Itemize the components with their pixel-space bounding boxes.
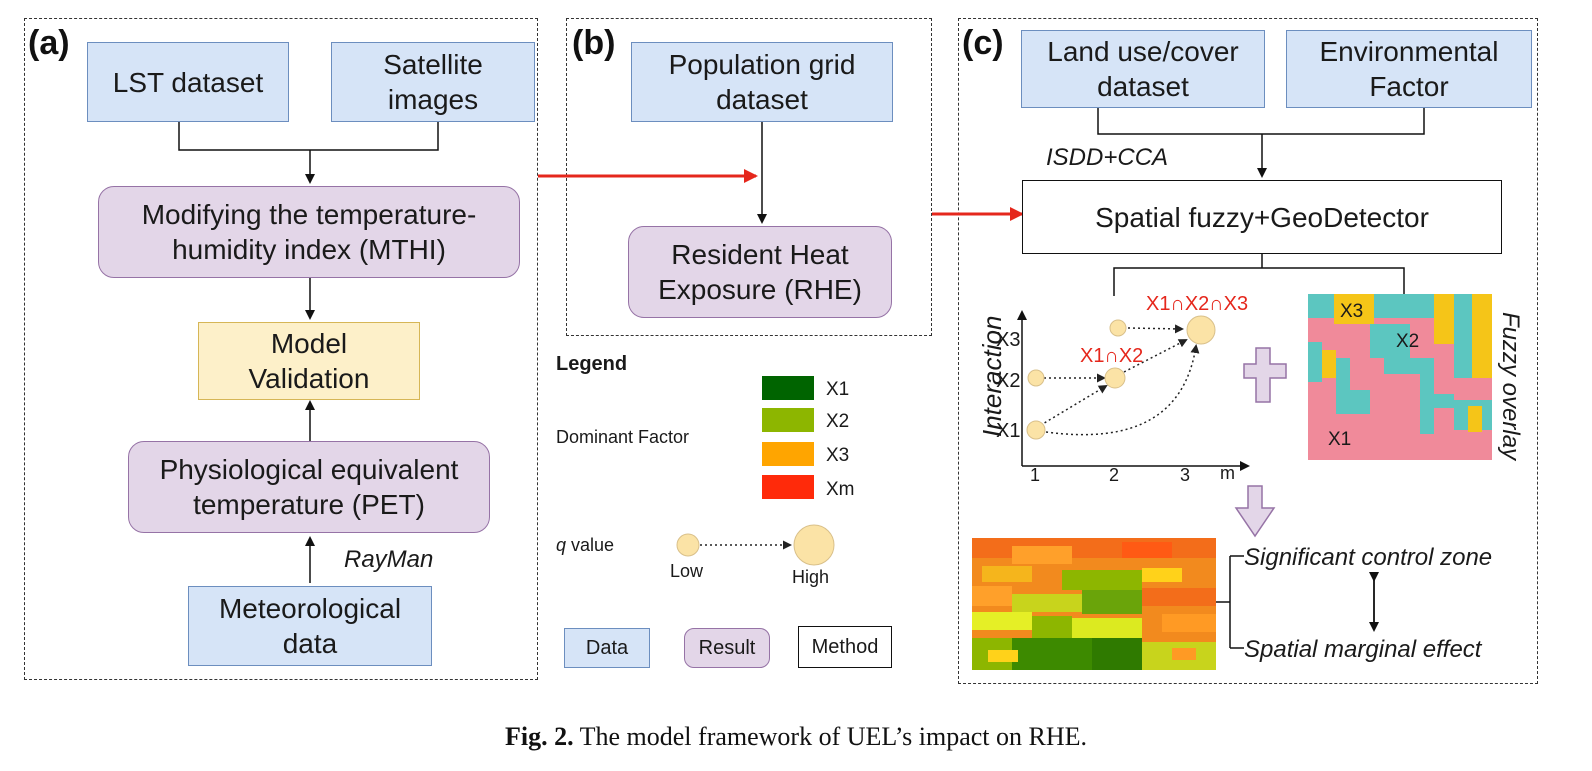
panel-a bbox=[24, 18, 538, 680]
q-low-label: Low bbox=[670, 561, 704, 581]
y-tick-x3: X3 bbox=[996, 329, 1021, 351]
legend-label-x2: X2 bbox=[826, 411, 850, 432]
satellite-images-box: Satellite images bbox=[331, 42, 535, 122]
x1x2-label: X1∩X2 bbox=[1080, 345, 1144, 367]
bracket-line bbox=[1216, 555, 1244, 649]
spatial-fuzzy-geodetector-box: Spatial fuzzy+GeoDetector bbox=[1022, 180, 1502, 254]
grid-label-x2: X2 bbox=[1396, 331, 1420, 352]
q-value-label: q value bbox=[556, 536, 614, 554]
x-tick-3: 3 bbox=[1180, 465, 1191, 485]
q-value-italic: q bbox=[556, 535, 567, 555]
grid-label-x3: X3 bbox=[1340, 301, 1364, 322]
pet-box: Physiological equivalent temperature (PE… bbox=[128, 441, 490, 533]
x-tick-1: 1 bbox=[1030, 465, 1041, 485]
figure-caption: Fig. 2. The model framework of UEL’s imp… bbox=[0, 722, 1592, 752]
panel-c bbox=[958, 18, 1538, 684]
meteorological-data-box: Meteorological data bbox=[188, 586, 432, 666]
q-high-label: High bbox=[792, 567, 830, 587]
population-grid-box: Population grid dataset bbox=[631, 42, 893, 122]
q-high-node bbox=[793, 524, 835, 566]
split-line-c bbox=[1113, 267, 1405, 296]
merge-line-c bbox=[1097, 108, 1425, 135]
dominant-factor-label: Dominant Factor bbox=[556, 427, 690, 447]
rhe-box: Resident Heat Exposure (RHE) bbox=[628, 226, 892, 318]
caption-prefix: Fig. 2. bbox=[504, 722, 574, 751]
q-low-node bbox=[676, 533, 700, 557]
q-value-rest: value bbox=[566, 535, 615, 555]
panel-c-label: (c) bbox=[962, 24, 1004, 62]
significant-control-zone-label: Significant control zone bbox=[1244, 544, 1493, 571]
model-validation-box: Model Validation bbox=[198, 322, 420, 400]
x-tick-m: m bbox=[1220, 463, 1235, 483]
node-x3 bbox=[1109, 319, 1127, 337]
y-tick-x1: X1 bbox=[996, 420, 1021, 442]
panel-a-label: (a) bbox=[28, 24, 70, 62]
legend-data-box: Data bbox=[564, 628, 650, 668]
rayman-label: RayMan bbox=[344, 546, 434, 573]
fuzzy-overlay-grid bbox=[1308, 294, 1492, 460]
legend-title: Legend bbox=[556, 353, 628, 375]
node-x1 bbox=[1026, 420, 1046, 440]
legend-swatch-xm bbox=[762, 475, 814, 499]
legend-swatch-x2 bbox=[762, 408, 814, 432]
environmental-factor-box: Environmental Factor bbox=[1286, 30, 1532, 108]
plus-icon bbox=[1243, 347, 1287, 403]
spatial-marginal-effect-label: Spatial marginal effect bbox=[1244, 636, 1482, 663]
merge-line-a bbox=[178, 122, 439, 151]
panel-b-label: (b) bbox=[572, 24, 616, 62]
legend-label-xm: Xm bbox=[826, 479, 855, 500]
isdd-cca-label: ISDD+CCA bbox=[1046, 144, 1169, 171]
x-tick-2: 2 bbox=[1109, 465, 1120, 485]
legend-swatch-x1 bbox=[762, 376, 814, 400]
fuzzy-overlay-label: Fuzzy overlay bbox=[1497, 312, 1524, 461]
legend-swatch-x3 bbox=[762, 442, 814, 466]
legend-label-x1: X1 bbox=[826, 379, 850, 400]
legend-result-box: Result bbox=[684, 628, 770, 668]
legend-label-x3: X3 bbox=[826, 445, 850, 466]
legend-method-box: Method bbox=[798, 626, 892, 668]
node-x1x2x3 bbox=[1186, 315, 1216, 345]
mthi-box: Modifying the temperature- humidity inde… bbox=[98, 186, 520, 278]
rhe-heatmap bbox=[972, 538, 1216, 670]
node-x2 bbox=[1027, 369, 1045, 387]
node-x1x2 bbox=[1104, 367, 1126, 389]
down-arrow-icon bbox=[1234, 485, 1276, 538]
caption-text: The model framework of UEL’s impact on R… bbox=[573, 722, 1087, 751]
lst-dataset-box: LST dataset bbox=[87, 42, 289, 122]
landuse-box: Land use/cover dataset bbox=[1021, 30, 1265, 108]
grid-label-x1: X1 bbox=[1328, 429, 1352, 450]
y-tick-x2: X2 bbox=[996, 370, 1021, 392]
x1x2x3-label: X1∩X2∩X3 bbox=[1146, 293, 1249, 315]
